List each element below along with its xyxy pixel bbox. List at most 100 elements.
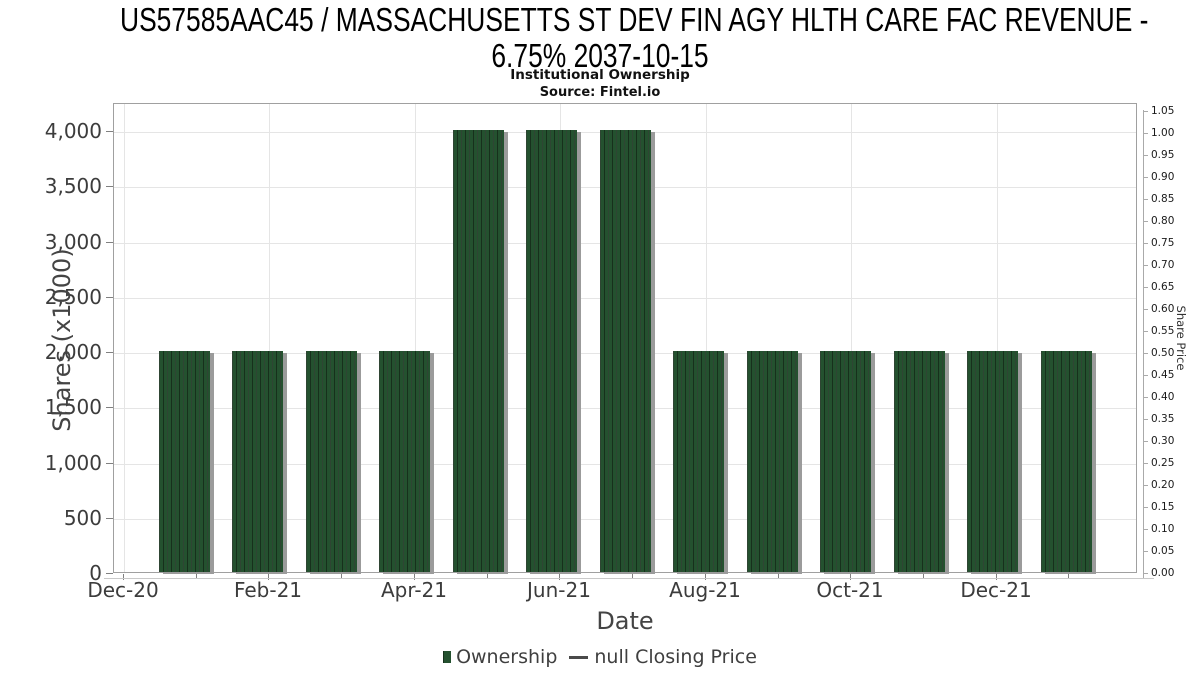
right-tick bbox=[1144, 309, 1148, 310]
ownership-bar-Aug-21[interactable] bbox=[673, 351, 724, 572]
y-axis-title-right: Share Price bbox=[1174, 305, 1188, 371]
y-tick-label: 2,000 bbox=[44, 340, 102, 364]
ownership-bar-Jul-21[interactable] bbox=[599, 130, 651, 572]
x-tick-label: Dec-21 bbox=[960, 578, 1032, 602]
x-tick-label: Jun-21 bbox=[527, 578, 591, 602]
right-tick bbox=[1144, 331, 1148, 332]
x-tick-minor bbox=[341, 574, 342, 578]
x-tick-minor bbox=[632, 574, 633, 578]
x-tick-minor bbox=[923, 574, 924, 578]
y-tick bbox=[106, 517, 113, 519]
y-tick-label: 0 bbox=[89, 561, 102, 585]
right-tick-label: 0.70 bbox=[1151, 259, 1175, 271]
y-tick-label: 1,500 bbox=[44, 395, 102, 420]
ownership-bar-Sep-21[interactable] bbox=[746, 351, 798, 572]
right-tick bbox=[1144, 199, 1148, 200]
ownership-bar-May-21[interactable] bbox=[452, 130, 504, 572]
x-tick-minor bbox=[1068, 574, 1069, 578]
right-tick bbox=[1144, 133, 1148, 134]
y-tick-label: 3,000 bbox=[44, 229, 102, 254]
ownership-bar-Feb-21[interactable] bbox=[232, 351, 283, 572]
y-tick bbox=[106, 186, 113, 188]
y-tick-label: 4,000 bbox=[44, 119, 102, 143]
right-tick-label: 1.00 bbox=[1151, 127, 1175, 139]
x-tick-minor bbox=[487, 574, 488, 578]
ownership-bar-Jan-22[interactable] bbox=[1040, 351, 1092, 572]
right-tick-label: 0.85 bbox=[1151, 193, 1175, 205]
y-tick bbox=[106, 131, 113, 132]
x-tick-label: Oct-21 bbox=[816, 578, 884, 602]
right-tick-label: 0.20 bbox=[1151, 479, 1175, 491]
right-tick bbox=[1144, 265, 1148, 266]
right-tick-label: 0.45 bbox=[1151, 369, 1175, 381]
price-line-icon bbox=[569, 655, 589, 659]
right-tick-label: 0.15 bbox=[1151, 501, 1175, 513]
right-tick bbox=[1144, 463, 1148, 464]
y-axis-spine-right bbox=[1143, 110, 1144, 578]
y-tick bbox=[106, 352, 113, 353]
right-tick bbox=[1144, 573, 1148, 574]
gridline-v bbox=[705, 104, 707, 572]
right-tick-label: 0.80 bbox=[1151, 215, 1175, 227]
x-tick-major bbox=[996, 574, 997, 580]
y-axis-title-left: Shares (x1000) bbox=[48, 248, 76, 432]
legend-price-label: null Closing Price bbox=[594, 646, 757, 668]
chart-title-line2: 6.75% 2037-10-15 bbox=[491, 37, 709, 74]
chart-subtitle: Institutional Ownership bbox=[510, 67, 690, 83]
chart-title-line1: US57585AAC45 / MASSACHUSETTS ST DEV FIN … bbox=[120, 1, 1149, 38]
ownership-bar-Jan-21[interactable] bbox=[158, 351, 210, 572]
gridline-v bbox=[414, 104, 416, 572]
y-tick bbox=[106, 241, 113, 243]
right-tick bbox=[1144, 243, 1148, 244]
right-tick bbox=[1144, 221, 1148, 222]
y-tick-label: 1,000 bbox=[44, 450, 102, 475]
x-axis-line bbox=[104, 578, 1154, 579]
right-tick-label: 0.40 bbox=[1151, 391, 1175, 403]
ownership-bar-Nov-21[interactable] bbox=[893, 351, 945, 572]
right-tick-label: 0.95 bbox=[1151, 149, 1175, 161]
x-tick-label: Aug-21 bbox=[669, 578, 741, 602]
right-tick-label: 0.90 bbox=[1151, 171, 1175, 183]
right-tick-label: 0.35 bbox=[1151, 413, 1175, 425]
x-tick-minor bbox=[196, 574, 197, 578]
x-tick-label: Feb-21 bbox=[233, 578, 303, 602]
right-tick bbox=[1144, 419, 1148, 420]
x-tick-minor bbox=[778, 574, 779, 578]
y-tick bbox=[106, 407, 113, 409]
ownership-bar-Mar-21[interactable] bbox=[305, 351, 357, 572]
chart-title: US57585AAC45 / MASSACHUSETTS ST DEV FIN … bbox=[120, 1, 1149, 74]
legend-price-item: null Closing Price bbox=[557, 646, 757, 668]
x-tick-major bbox=[705, 574, 706, 580]
right-tick bbox=[1144, 397, 1148, 398]
ownership-swatch-icon bbox=[443, 651, 452, 663]
right-tick bbox=[1144, 375, 1148, 376]
gridline-v bbox=[124, 104, 125, 572]
right-tick-label: 0.65 bbox=[1151, 281, 1175, 293]
y-tick-label: 3,500 bbox=[44, 174, 102, 199]
right-tick-label: 0.25 bbox=[1151, 457, 1175, 469]
plot-area bbox=[113, 103, 1137, 573]
right-tick-label: 0.60 bbox=[1151, 303, 1175, 315]
gridline-v bbox=[996, 104, 998, 572]
chart-source: Source: Fintel.io bbox=[539, 85, 661, 100]
x-tick-label: Dec-20 bbox=[87, 578, 159, 602]
right-tick bbox=[1144, 485, 1148, 486]
x-tick-major bbox=[559, 574, 560, 580]
ownership-bar-Oct-21[interactable] bbox=[820, 351, 871, 572]
ownership-bar-Apr-21[interactable] bbox=[379, 351, 430, 572]
right-tick bbox=[1144, 111, 1148, 112]
gridline-v bbox=[269, 104, 271, 572]
right-tick-label: 0.05 bbox=[1151, 545, 1175, 557]
legend: Ownership null Closing Price bbox=[0, 646, 1200, 668]
ownership-bar-Jun-21[interactable] bbox=[526, 130, 577, 572]
ownership-bar-Dec-21[interactable] bbox=[967, 351, 1018, 572]
y-tick bbox=[106, 296, 113, 298]
right-tick-label: 0.10 bbox=[1151, 523, 1175, 535]
right-tick bbox=[1144, 177, 1148, 178]
x-axis-title: Date bbox=[596, 607, 654, 635]
gridline-v bbox=[851, 104, 853, 572]
y-tick bbox=[106, 462, 113, 464]
right-tick-label: 1.05 bbox=[1151, 105, 1175, 117]
y-tick bbox=[106, 573, 113, 574]
